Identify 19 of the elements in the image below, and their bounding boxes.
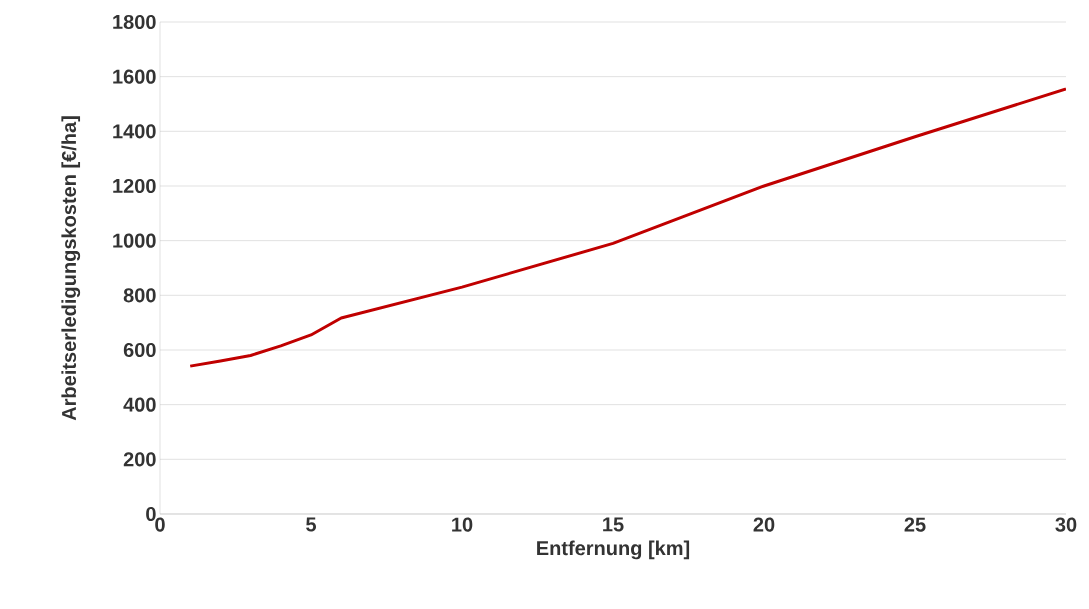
- x-tick-label: 30: [1055, 517, 1077, 532]
- y-tick-label: 0: [146, 506, 156, 522]
- x-tick-label: 20: [753, 517, 775, 532]
- y-axis-title: Arbeitserledigungskosten [€/ha]: [61, 116, 81, 421]
- x-tick-label: 5: [306, 517, 317, 532]
- y-tick-label: 600: [123, 342, 156, 358]
- y-tick-label: 400: [123, 397, 156, 412]
- y-tick-label: 1000: [113, 233, 156, 248]
- y-tick-label: 800: [123, 288, 156, 303]
- y-tick-label: 1200: [113, 178, 156, 194]
- y-tick-label: 1800: [113, 14, 156, 30]
- x-tick-label: 15: [603, 517, 624, 532]
- x-tick-label: 25: [904, 517, 926, 532]
- y-tick-label: 1600: [113, 69, 156, 84]
- x-tick-label: 10: [452, 517, 473, 532]
- line-series: [188, 87, 1066, 368]
- x-axis-title: Entfernung [km]: [537, 540, 690, 560]
- y-tick-label: 1400: [113, 124, 156, 139]
- y-tick-label: 200: [123, 452, 156, 467]
